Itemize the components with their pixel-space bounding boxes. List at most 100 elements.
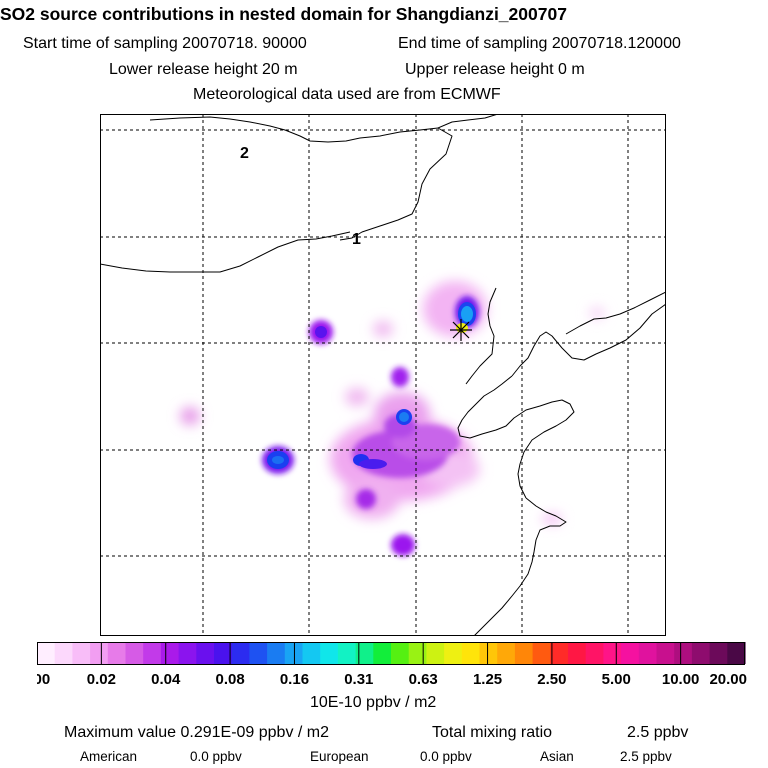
colorbar-cell xyxy=(444,642,463,664)
halo-small-c xyxy=(589,307,605,319)
map-frame xyxy=(100,114,666,636)
colorbar-cell xyxy=(320,642,339,664)
concentration-field xyxy=(180,281,605,556)
colorbar-cell xyxy=(638,642,658,664)
colorbar-tick-label: 0.63 xyxy=(409,671,438,688)
map-plot: 2 1 xyxy=(100,114,666,636)
colorbar-cell xyxy=(426,642,445,664)
colorbar-cell xyxy=(727,642,746,664)
colorbar-dividers xyxy=(100,642,682,664)
body-south xyxy=(391,534,415,556)
body-south-a xyxy=(356,489,376,509)
colorbar-cell xyxy=(337,642,357,664)
european-label: European xyxy=(310,749,369,764)
total-mixing-value: 2.5 ppbv xyxy=(627,724,689,741)
colorbar-cell xyxy=(461,642,481,664)
upper-release-text: Upper release height 0 m xyxy=(405,61,585,78)
asian-value: 2.5 ppbv xyxy=(620,749,672,764)
colorbar-cell xyxy=(178,642,197,664)
colorbar-cell xyxy=(160,642,180,664)
colorbar-cell xyxy=(514,642,534,664)
colorbar: 0.00 0.02 0.04 0.08 0.16 0.31 0.63 1.25 2.50 5.00… xyxy=(37,642,747,688)
colorbar-cell xyxy=(249,642,268,664)
colorbar-tick-label: 10.00 xyxy=(662,671,700,688)
colorbar-cell xyxy=(621,642,640,664)
end-time-text: End time of sampling 20070718.120000 xyxy=(398,35,681,52)
colorbar-cell xyxy=(568,642,587,664)
colorbar-cell xyxy=(302,642,321,664)
halo-small-d xyxy=(542,514,562,524)
colorbar-cell xyxy=(585,642,604,664)
colorbar-tick-label: 0.08 xyxy=(215,671,244,688)
colorbar-cell xyxy=(214,642,233,664)
colorbar-tick-label: 0.31 xyxy=(344,671,373,688)
station-marker-icon xyxy=(450,319,472,341)
core-central-inner xyxy=(399,412,409,422)
colorbar-cell xyxy=(479,642,498,664)
halo-small-a xyxy=(345,388,369,406)
region-label-1: 1 xyxy=(352,231,361,248)
colorbar-cell xyxy=(603,642,622,664)
colorbar-tick-label: 1.25 xyxy=(473,671,502,688)
american-value: 0.0 ppbv xyxy=(190,749,242,764)
colorbar-cell xyxy=(691,642,711,664)
core-west-inner xyxy=(272,456,284,464)
colorbar-tick-label: 2.50 xyxy=(537,671,566,688)
core-northwest xyxy=(315,326,327,338)
colorbar-cell xyxy=(196,642,215,664)
colorbar-cells xyxy=(37,642,746,664)
halo-small-b xyxy=(373,321,393,337)
field-halo xyxy=(180,281,605,524)
colorbar-cell xyxy=(532,642,551,664)
colorbar-cell xyxy=(709,642,728,664)
colorbar-cell xyxy=(231,642,250,664)
colorbar-cell xyxy=(391,642,410,664)
border-mongolia xyxy=(149,116,453,241)
colorbar-cell xyxy=(90,642,109,664)
colorbar-frame xyxy=(37,642,745,665)
colorbar-cell xyxy=(674,642,693,664)
field-cores xyxy=(267,302,476,469)
colorbar-cell xyxy=(373,642,392,664)
colorbar-tick-label: 0.02 xyxy=(87,671,116,688)
core-south-central-tail xyxy=(359,459,387,469)
coast-korea-bay xyxy=(565,291,666,335)
page-title: SO2 source contributions in nested domai… xyxy=(0,4,567,24)
colorbar-tick-label: 20.00 xyxy=(709,671,747,688)
colorbar-cell xyxy=(72,642,91,664)
colorbar-tick-label: 0.04 xyxy=(151,671,181,688)
colorbar-cell xyxy=(656,642,675,664)
body-upper xyxy=(391,367,409,387)
region-label-2: 2 xyxy=(240,145,249,162)
colorbar-tick-label: 5.00 xyxy=(602,671,631,688)
colorbar-cell xyxy=(37,642,56,664)
max-value-text: Maximum value 0.291E-09 ppbv / m2 xyxy=(64,724,330,741)
total-mixing-label: Total mixing ratio xyxy=(432,724,553,741)
meteo-text: Meteorological data used are from ECMWF xyxy=(193,86,501,103)
colorbar-tick-labels: 0.00 0.02 0.04 0.08 0.16 0.31 0.63 1.25 2.50 5.00… xyxy=(37,671,747,688)
colorbar-cell xyxy=(355,642,374,664)
colorbar-cell xyxy=(267,642,286,664)
halo-west-small xyxy=(180,407,200,425)
core-station-mid xyxy=(461,306,473,322)
start-time-text: Start time of sampling 20070718. 90000 xyxy=(23,35,307,52)
border-inner-mongolia xyxy=(100,231,351,273)
asian-label: Asian xyxy=(540,749,574,764)
colorbar-cell xyxy=(497,642,516,664)
colorbar-cell xyxy=(550,642,569,664)
colorbar-unit-label: 10E-10 ppbv / m2 xyxy=(310,694,437,711)
grid xyxy=(100,114,666,636)
colorbar-cell xyxy=(125,642,144,664)
colorbar-cell xyxy=(54,642,73,664)
colorbar-tick-label: 0.16 xyxy=(280,671,309,688)
colorbar-cell xyxy=(408,642,427,664)
colorbar-cell xyxy=(107,642,127,664)
coast-jiangsu xyxy=(473,497,567,636)
coast-shandong xyxy=(457,375,575,499)
coastlines xyxy=(100,114,666,636)
european-value: 0.0 ppbv xyxy=(420,749,472,764)
border-beijing xyxy=(465,287,497,385)
colorbar-tick-label: 0.00 xyxy=(37,671,50,688)
colorbar-cell xyxy=(143,642,162,664)
lower-release-text: Lower release height 20 m xyxy=(109,61,298,78)
